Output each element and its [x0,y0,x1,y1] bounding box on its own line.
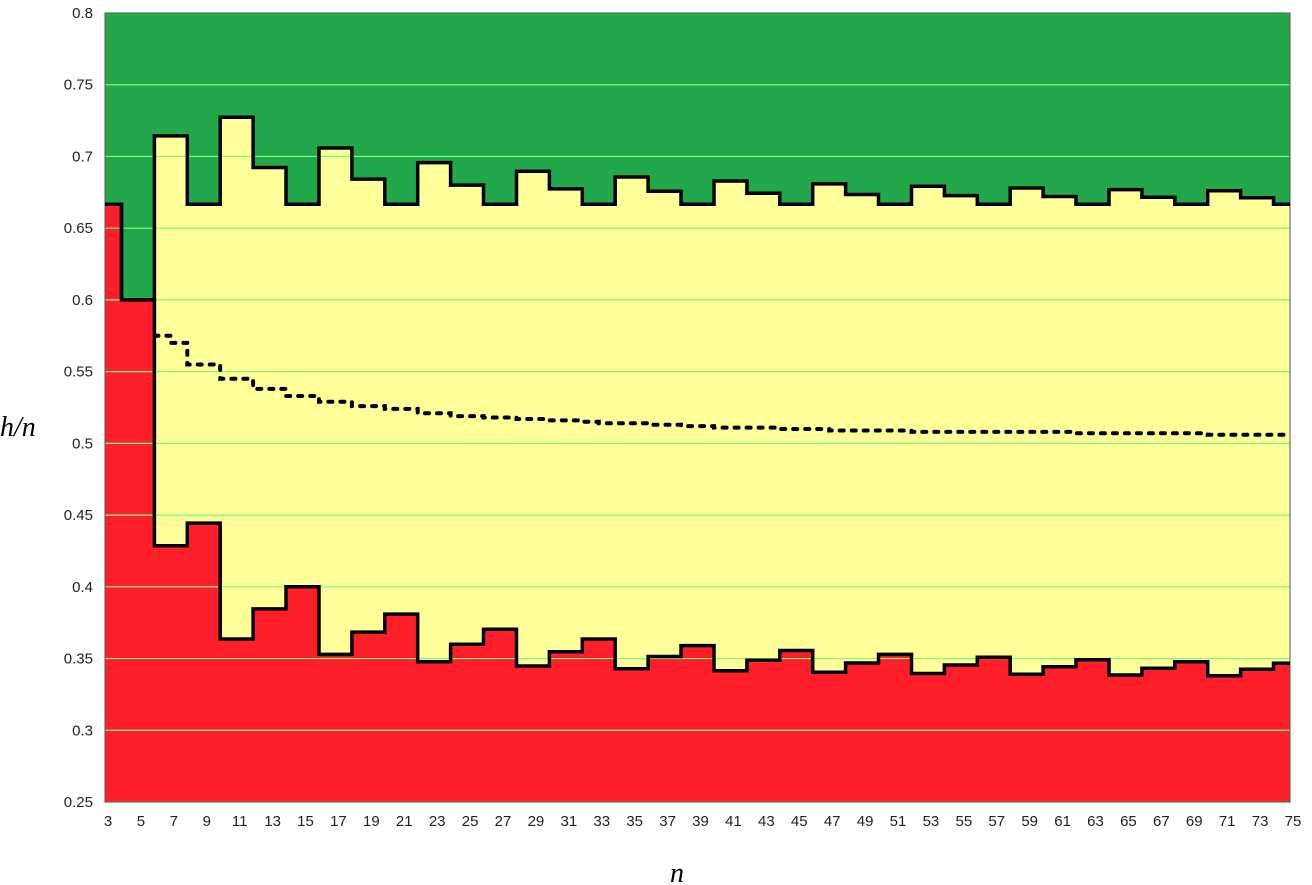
x-tick-label: 37 [659,813,676,830]
x-tick-label: 65 [1120,813,1137,830]
x-tick-label: 5 [137,813,145,830]
x-tick-label: 31 [560,813,577,830]
x-tick-label: 69 [1186,813,1203,830]
gridlines [104,12,1291,803]
x-tick-label: 21 [396,813,413,830]
y-tick-label: 0.7 [72,148,93,165]
x-tick-label: 43 [758,813,775,830]
x-tick-label: 55 [955,813,972,830]
x-tick-label: 41 [725,813,742,830]
x-tick-label: 33 [593,813,610,830]
y-axis-ticks: 0.25 0.3 0.35 0.4 0.45 0.5 0.55 0.6 0.65 0.7 0.75 0… [64,5,93,811]
x-tick-label: 23 [429,813,446,830]
y-tick-label: 0.3 [72,722,93,739]
y-tick-label: 0.6 [72,292,93,309]
y-tick-label: 0.65 [64,220,93,237]
x-tick-label: 25 [462,813,479,830]
x-tick-label: 59 [1021,813,1038,830]
upper-boundary-line [105,115,1290,302]
x-tick-label: 19 [363,813,380,830]
x-tick-label: 7 [170,813,178,830]
x-tick-label: 27 [495,813,512,830]
y-tick-label: 0.35 [64,651,93,668]
y-tick-label: 0.75 [64,77,93,94]
x-tick-label: 29 [528,813,545,830]
y-axis-label: h/n [0,412,36,443]
x-tick-label: 15 [297,813,314,830]
x-tick-label: 45 [791,813,808,830]
y-tick-label: 0.25 [64,794,93,811]
x-tick-label: 61 [1054,813,1071,830]
x-tick-label: 53 [923,813,940,830]
boundary-lines [105,115,1292,678]
lower-region [105,204,1290,802]
chart-regions [105,13,1290,802]
x-tick-label: 67 [1153,813,1170,830]
y-tick-label: 0.55 [64,364,93,381]
x-axis-label: n [670,858,684,885]
x-tick-label: 49 [857,813,874,830]
x-tick-label: 51 [890,813,907,830]
x-tick-label: 11 [232,813,248,830]
dotted-median-line [152,333,1292,437]
x-tick-label: 75 [1285,813,1302,830]
y-tick-label: 0.4 [72,579,93,596]
x-tick-label: 3 [104,813,112,830]
x-tick-label: 63 [1087,813,1104,830]
x-tick-label: 47 [824,813,841,830]
y-tick-label: 0.45 [64,507,93,524]
lower-boundary-line [105,202,1290,678]
x-tick-label: 13 [264,813,281,830]
x-tick-label: 73 [1252,813,1269,830]
x-axis-ticks: 3 5 7 9 11 13 15 17 19 21 23 25 27 29 31 33 35 37 39 41 43 45… [104,813,1302,830]
y-tick-label: 0.5 [72,435,93,452]
y-tick-label: 0.8 [72,5,93,22]
x-tick-label: 57 [988,813,1005,830]
x-tick-label: 35 [626,813,643,830]
middle-region [105,117,1290,676]
x-tick-label: 17 [330,813,347,830]
x-tick-label: 71 [1219,813,1236,830]
x-tick-label: 39 [692,813,709,830]
x-tick-label: 9 [203,813,211,830]
plot-frame [104,12,1291,803]
